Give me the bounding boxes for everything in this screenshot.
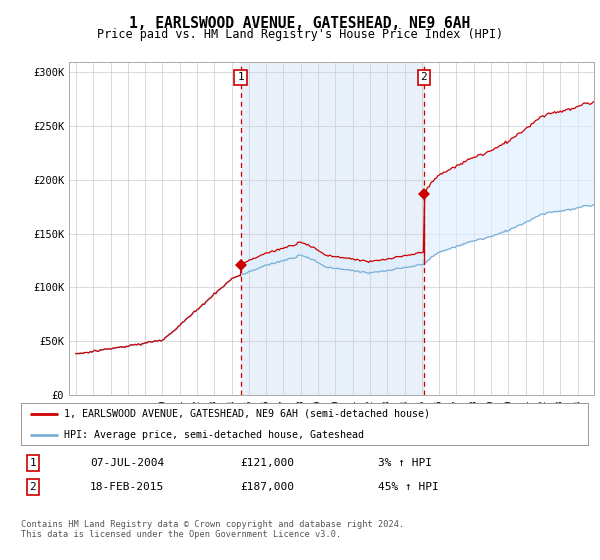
Text: 1, EARLSWOOD AVENUE, GATESHEAD, NE9 6AH: 1, EARLSWOOD AVENUE, GATESHEAD, NE9 6AH bbox=[130, 16, 470, 31]
Text: 2: 2 bbox=[29, 482, 37, 492]
Text: 1: 1 bbox=[29, 458, 37, 468]
Text: HPI: Average price, semi-detached house, Gateshead: HPI: Average price, semi-detached house,… bbox=[64, 430, 364, 440]
Text: £121,000: £121,000 bbox=[240, 458, 294, 468]
Text: Contains HM Land Registry data © Crown copyright and database right 2024.
This d: Contains HM Land Registry data © Crown c… bbox=[21, 520, 404, 539]
Text: Price paid vs. HM Land Registry's House Price Index (HPI): Price paid vs. HM Land Registry's House … bbox=[97, 28, 503, 41]
Text: 18-FEB-2015: 18-FEB-2015 bbox=[90, 482, 164, 492]
Bar bbox=[241, 62, 424, 395]
Text: 3% ↑ HPI: 3% ↑ HPI bbox=[378, 458, 432, 468]
Text: 07-JUL-2004: 07-JUL-2004 bbox=[90, 458, 164, 468]
Text: 2: 2 bbox=[421, 72, 427, 82]
Text: 45% ↑ HPI: 45% ↑ HPI bbox=[378, 482, 439, 492]
Text: 1, EARLSWOOD AVENUE, GATESHEAD, NE9 6AH (semi-detached house): 1, EARLSWOOD AVENUE, GATESHEAD, NE9 6AH … bbox=[64, 409, 430, 419]
Text: £187,000: £187,000 bbox=[240, 482, 294, 492]
Text: 1: 1 bbox=[237, 72, 244, 82]
